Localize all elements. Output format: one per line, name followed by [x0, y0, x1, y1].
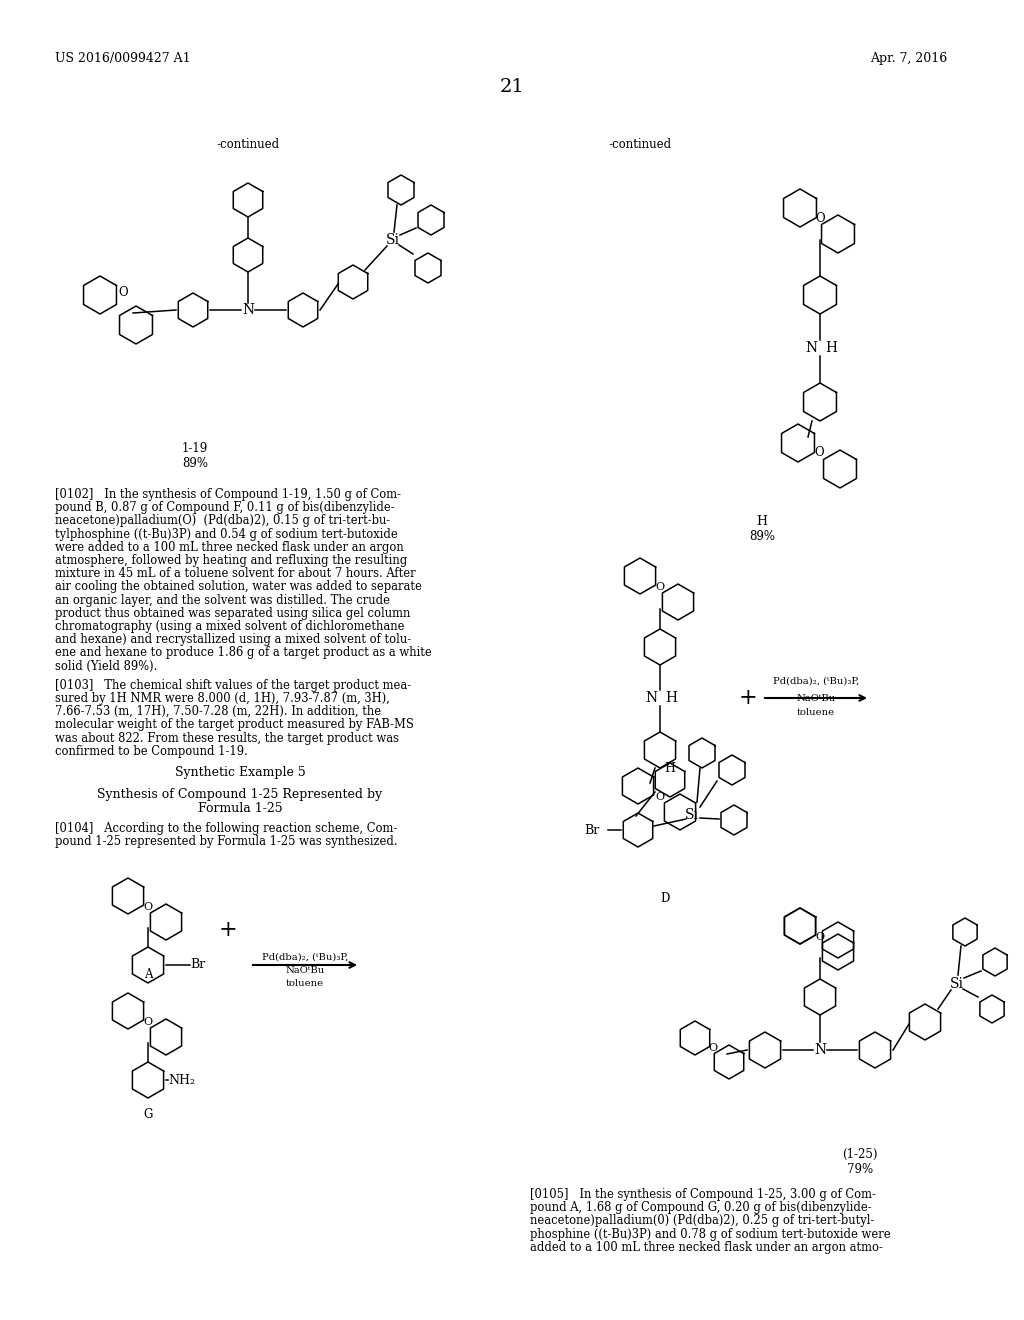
Text: Synthetic Example 5: Synthetic Example 5	[175, 766, 305, 779]
Text: O: O	[815, 211, 824, 224]
Text: O: O	[709, 1043, 718, 1053]
Text: phosphine ((t-Bu)3P) and 0.78 g of sodium tert-butoxide were: phosphine ((t-Bu)3P) and 0.78 g of sodiu…	[530, 1228, 891, 1241]
Text: 89%: 89%	[182, 457, 208, 470]
Text: toluene: toluene	[797, 708, 835, 717]
Text: A: A	[143, 968, 153, 981]
Text: neacetone)palladium(O)  (Pd(dba)2), 0.15 g of tri-tert-bu-: neacetone)palladium(O) (Pd(dba)2), 0.15 …	[55, 515, 390, 528]
Text: neacetone)palladium(0) (Pd(dba)2), 0.25 g of tri-tert-butyl-: neacetone)palladium(0) (Pd(dba)2), 0.25 …	[530, 1214, 874, 1228]
Text: Br: Br	[585, 824, 600, 837]
Text: molecular weight of the target product measured by FAB-MS: molecular weight of the target product m…	[55, 718, 414, 731]
Text: added to a 100 mL three necked flask under an argon atmo-: added to a 100 mL three necked flask und…	[530, 1241, 883, 1254]
Text: sured by 1H NMR were 8.000 (d, 1H), 7.93-7.87 (m, 3H),: sured by 1H NMR were 8.000 (d, 1H), 7.93…	[55, 692, 390, 705]
Text: -continued: -continued	[608, 139, 672, 150]
Text: [0103]   The chemical shift values of the target product mea-: [0103] The chemical shift values of the …	[55, 678, 411, 692]
Text: Pd(dba)₂, (ᵗBu)₃P,: Pd(dba)₂, (ᵗBu)₃P,	[773, 677, 859, 686]
Text: [0104]   According to the following reaction scheme, Com-: [0104] According to the following reacti…	[55, 822, 397, 836]
Text: H: H	[665, 690, 677, 705]
Text: -continued: -continued	[216, 139, 280, 150]
Text: H: H	[665, 762, 676, 775]
Text: (1-25): (1-25)	[843, 1148, 878, 1162]
Text: O: O	[655, 582, 665, 591]
Text: 89%: 89%	[749, 531, 775, 543]
Text: were added to a 100 mL three necked flask under an argon: were added to a 100 mL three necked flas…	[55, 541, 403, 554]
Text: Si: Si	[685, 808, 699, 822]
Text: Apr. 7, 2016: Apr. 7, 2016	[870, 51, 947, 65]
Text: pound 1-25 represented by Formula 1-25 was synthesized.: pound 1-25 represented by Formula 1-25 w…	[55, 836, 397, 849]
Text: G: G	[143, 1107, 153, 1121]
Text: D: D	[660, 892, 670, 906]
Text: 7.66-7.53 (m, 17H), 7.50-7.28 (m, 22H). In addition, the: 7.66-7.53 (m, 17H), 7.50-7.28 (m, 22H). …	[55, 705, 381, 718]
Text: H: H	[825, 341, 837, 355]
Text: product thus obtained was separated using silica gel column: product thus obtained was separated usin…	[55, 607, 411, 620]
Text: chromatography (using a mixed solvent of dichloromethane: chromatography (using a mixed solvent of…	[55, 620, 404, 634]
Text: NaOᵗBu: NaOᵗBu	[286, 966, 325, 975]
Text: N: N	[645, 690, 657, 705]
Text: toluene: toluene	[286, 979, 324, 987]
Text: ene and hexane to produce 1.86 g of a target product as a white: ene and hexane to produce 1.86 g of a ta…	[55, 647, 432, 660]
Text: 1-19: 1-19	[182, 442, 208, 455]
Text: NaOᵗBu: NaOᵗBu	[797, 694, 836, 704]
Text: Si: Si	[950, 977, 964, 991]
Text: O: O	[118, 285, 128, 298]
Text: O: O	[143, 902, 153, 912]
Text: N: N	[805, 341, 817, 355]
Text: US 2016/0099427 A1: US 2016/0099427 A1	[55, 51, 190, 65]
Text: O: O	[814, 446, 824, 459]
Text: O: O	[143, 1016, 153, 1027]
Text: was about 822. From these results, the target product was: was about 822. From these results, the t…	[55, 731, 399, 744]
Text: pound A, 1.68 g of Compound G, 0.20 g of bis(dibenzylide-: pound A, 1.68 g of Compound G, 0.20 g of…	[530, 1201, 871, 1214]
Text: an organic layer, and the solvent was distilled. The crude: an organic layer, and the solvent was di…	[55, 594, 390, 607]
Text: solid (Yield 89%).: solid (Yield 89%).	[55, 660, 158, 673]
Text: +: +	[738, 686, 758, 709]
Text: Synthesis of Compound 1-25 Represented by: Synthesis of Compound 1-25 Represented b…	[97, 788, 383, 801]
Text: O: O	[655, 792, 665, 803]
Text: Br: Br	[190, 958, 205, 972]
Text: O: O	[815, 932, 824, 942]
Text: air cooling the obtained solution, water was added to separate: air cooling the obtained solution, water…	[55, 581, 422, 594]
Text: [0105]   In the synthesis of Compound 1-25, 3.00 g of Com-: [0105] In the synthesis of Compound 1-25…	[530, 1188, 876, 1201]
Text: mixture in 45 mL of a toluene solvent for about 7 hours. After: mixture in 45 mL of a toluene solvent fo…	[55, 568, 416, 581]
Text: pound B, 0.87 g of Compound F, 0.11 g of bis(dibenzylide-: pound B, 0.87 g of Compound F, 0.11 g of…	[55, 502, 394, 515]
Text: [0102]   In the synthesis of Compound 1-19, 1.50 g of Com-: [0102] In the synthesis of Compound 1-19…	[55, 488, 401, 502]
Text: N: N	[814, 1043, 826, 1057]
Text: Si: Si	[386, 234, 400, 247]
Text: Pd(dba)₂, (ᵗBu)₃P,: Pd(dba)₂, (ᵗBu)₃P,	[262, 953, 348, 962]
Text: Formula 1-25: Formula 1-25	[198, 803, 283, 814]
Text: N: N	[242, 304, 254, 317]
Text: 79%: 79%	[847, 1163, 873, 1176]
Text: NH₂: NH₂	[168, 1073, 195, 1086]
Text: H: H	[757, 515, 768, 528]
Text: confirmed to be Compound 1-19.: confirmed to be Compound 1-19.	[55, 744, 248, 758]
Text: and hexane) and recrystallized using a mixed solvent of tolu-: and hexane) and recrystallized using a m…	[55, 634, 411, 647]
Text: 21: 21	[500, 78, 524, 96]
Text: tylphosphine ((t-Bu)3P) and 0.54 g of sodium tert-butoxide: tylphosphine ((t-Bu)3P) and 0.54 g of so…	[55, 528, 397, 541]
Text: +: +	[219, 919, 238, 941]
Text: atmosphere, followed by heating and refluxing the resulting: atmosphere, followed by heating and refl…	[55, 554, 408, 568]
